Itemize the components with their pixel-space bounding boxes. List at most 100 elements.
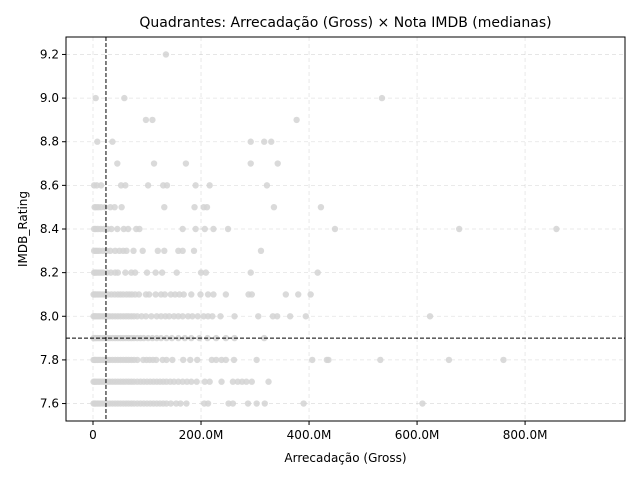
y-tick-label: 8.4: [40, 222, 59, 236]
data-point: [248, 291, 255, 298]
data-point: [149, 116, 156, 124]
data-point: [193, 378, 200, 385]
data-point: [122, 269, 129, 276]
data-point: [500, 356, 507, 364]
data-point: [154, 247, 162, 255]
data-point: [282, 291, 290, 298]
data-point: [201, 378, 209, 385]
y-tick-label: 9.0: [40, 91, 59, 105]
data-point: [206, 182, 213, 189]
data-point: [109, 138, 116, 145]
y-tick-label: 8.2: [40, 266, 59, 280]
data-point: [265, 378, 272, 385]
data-point: [197, 269, 205, 276]
data-point: [295, 291, 302, 298]
data-point: [123, 247, 130, 255]
data-point: [274, 160, 281, 167]
data-point: [302, 313, 310, 320]
data-point: [189, 313, 196, 320]
data-point: [114, 160, 121, 167]
data-point: [165, 313, 173, 320]
data-point: [263, 182, 271, 189]
data-point: [222, 291, 230, 298]
data-point: [179, 313, 186, 320]
data-point: [244, 400, 252, 407]
data-point: [377, 356, 384, 364]
data-point: [261, 138, 268, 145]
data-point: [325, 356, 332, 364]
y-tick-label: 8.6: [40, 178, 59, 192]
data-point: [231, 313, 238, 320]
data-point: [194, 313, 201, 320]
data-point: [204, 400, 212, 407]
data-point: [192, 225, 199, 233]
data-point: [188, 378, 195, 385]
y-axis-label: IMDB_Rating: [16, 191, 30, 267]
data-point: [97, 182, 105, 189]
data-point: [142, 116, 150, 124]
data-point: [180, 291, 187, 298]
data-point: [309, 356, 316, 364]
data-point: [182, 160, 190, 167]
data-point: [188, 291, 195, 298]
data-point: [273, 313, 281, 320]
data-point: [114, 225, 121, 233]
data-point: [445, 356, 453, 364]
x-axis-label: Arrecadação (Gross): [284, 451, 406, 465]
data-point: [426, 313, 434, 320]
y-tick-label: 8.0: [40, 309, 59, 323]
data-point: [108, 225, 115, 233]
data-point: [224, 225, 232, 233]
data-point: [139, 247, 146, 255]
data-point: [94, 138, 101, 145]
data-point: [173, 269, 180, 276]
x-tick-label: 400.0M: [287, 428, 332, 442]
data-point: [183, 400, 190, 407]
y-tick-label: 7.8: [40, 353, 59, 367]
data-point: [101, 203, 109, 211]
data-point: [135, 291, 143, 298]
data-point: [167, 400, 174, 407]
data-point: [122, 182, 129, 189]
y-tick-label: 7.6: [40, 397, 59, 411]
data-point: [114, 269, 122, 276]
data-point: [118, 203, 125, 211]
data-point: [257, 247, 265, 255]
data-point: [175, 334, 182, 342]
chart-title: Quadrantes: Arrecadação (Gross) × Nota I…: [139, 15, 551, 31]
data-point: [121, 94, 128, 102]
data-point: [134, 356, 141, 364]
data-point: [150, 160, 158, 167]
data-point: [261, 400, 268, 407]
x-tick-label: 0: [89, 428, 97, 442]
data-point: [204, 291, 212, 298]
data-point: [142, 313, 150, 320]
data-point: [181, 334, 189, 342]
data-point: [229, 400, 237, 407]
data-point: [247, 269, 254, 276]
data-point: [286, 313, 294, 320]
data-point: [331, 225, 339, 233]
data-point: [192, 182, 199, 189]
data-point: [248, 378, 255, 385]
data-point: [163, 356, 170, 364]
data-point: [210, 225, 217, 233]
data-point: [206, 378, 213, 385]
data-point: [197, 291, 204, 298]
data-points: [90, 51, 560, 407]
data-point: [217, 313, 224, 320]
data-point: [161, 247, 168, 255]
data-point: [378, 94, 386, 102]
data-point: [169, 356, 176, 364]
data-point: [191, 203, 198, 211]
data-point: [202, 269, 210, 276]
data-point: [317, 203, 325, 211]
data-point: [203, 203, 211, 211]
data-point: [229, 378, 237, 385]
x-tick-label: 600.0M: [395, 428, 440, 442]
data-point: [455, 225, 463, 233]
data-point: [130, 247, 137, 255]
data-point: [201, 225, 209, 233]
data-point: [293, 116, 300, 124]
